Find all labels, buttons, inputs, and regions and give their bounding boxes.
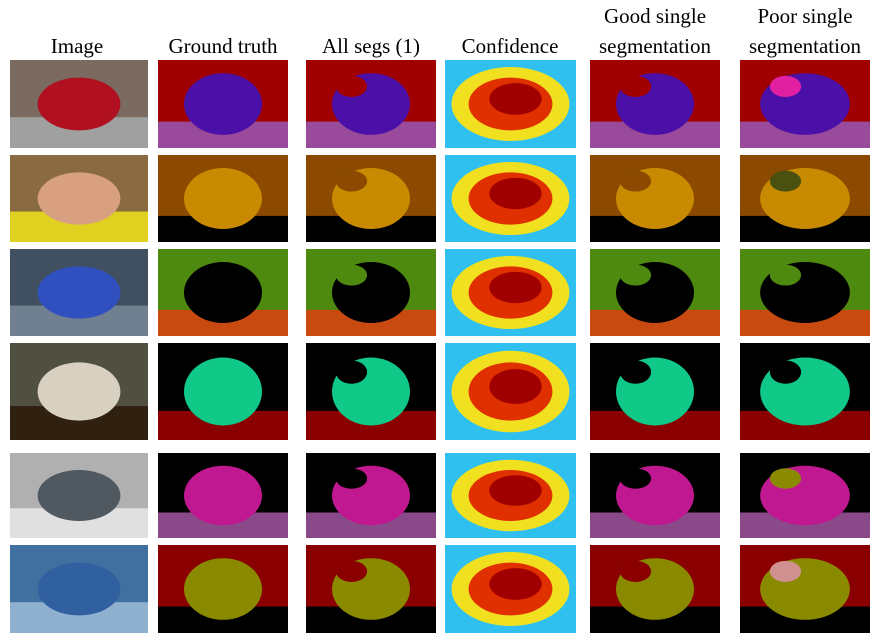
cell bbox=[158, 453, 288, 538]
segment-blob bbox=[184, 73, 262, 135]
cell bbox=[306, 343, 436, 440]
segment-part bbox=[336, 468, 367, 488]
cell bbox=[158, 343, 288, 440]
cell bbox=[10, 545, 148, 633]
cell bbox=[10, 60, 148, 148]
cell bbox=[10, 249, 148, 336]
cell bbox=[590, 60, 720, 148]
column-header: segmentation bbox=[749, 34, 861, 58]
confidence-top bbox=[489, 475, 541, 506]
column-header: Good single bbox=[604, 4, 706, 28]
cell bbox=[740, 453, 870, 538]
photo-subject bbox=[38, 470, 121, 521]
segment-part bbox=[620, 468, 651, 488]
cell bbox=[306, 60, 436, 148]
cell bbox=[590, 249, 720, 336]
cell bbox=[445, 155, 576, 242]
cell bbox=[740, 249, 870, 336]
segment-part bbox=[336, 171, 367, 192]
segment-blob bbox=[184, 466, 262, 526]
cell bbox=[740, 60, 870, 148]
cell bbox=[306, 249, 436, 336]
segment-part bbox=[620, 171, 651, 192]
segment-part bbox=[336, 360, 367, 383]
cell bbox=[306, 545, 436, 633]
column-header: Confidence bbox=[462, 34, 559, 58]
cell bbox=[590, 545, 720, 633]
segment-part bbox=[770, 561, 801, 582]
cell bbox=[445, 60, 576, 148]
photo-subject bbox=[38, 78, 121, 131]
confidence-top bbox=[489, 369, 541, 404]
segment-part bbox=[336, 265, 367, 286]
column-header: Ground truth bbox=[168, 34, 278, 58]
cell bbox=[590, 453, 720, 538]
photo-subject bbox=[38, 563, 121, 616]
segment-part bbox=[336, 561, 367, 582]
segment-part bbox=[770, 171, 801, 192]
segment-part bbox=[620, 76, 651, 97]
segment-blob bbox=[184, 558, 262, 620]
cell bbox=[740, 545, 870, 633]
segment-part bbox=[620, 561, 651, 582]
column-header: segmentation bbox=[599, 34, 711, 58]
cell bbox=[590, 155, 720, 242]
segment-part bbox=[336, 76, 367, 97]
cell bbox=[158, 249, 288, 336]
cell bbox=[445, 249, 576, 336]
cell bbox=[158, 155, 288, 242]
column-header: Poor single bbox=[757, 4, 852, 28]
segment-blob bbox=[184, 168, 262, 229]
segment-blob bbox=[184, 262, 262, 323]
photo-subject bbox=[38, 172, 121, 224]
confidence-top bbox=[489, 178, 541, 209]
column-header: All segs (1) bbox=[322, 34, 420, 58]
segment-part bbox=[770, 76, 801, 97]
cell bbox=[158, 545, 288, 633]
cell bbox=[10, 343, 148, 440]
cell bbox=[306, 155, 436, 242]
segment-part bbox=[620, 265, 651, 286]
column-header: Image bbox=[51, 34, 103, 58]
cell bbox=[445, 453, 576, 538]
cell bbox=[740, 343, 870, 440]
cell bbox=[445, 343, 576, 440]
segment-part bbox=[770, 360, 801, 383]
confidence-top bbox=[489, 272, 541, 303]
segment-part bbox=[770, 265, 801, 286]
figure: Image Ground truth All segs (1) Confidence G… bbox=[0, 0, 879, 643]
segment-blob bbox=[184, 358, 262, 426]
segment-part bbox=[620, 360, 651, 383]
cell bbox=[10, 155, 148, 242]
photo-subject bbox=[38, 362, 121, 420]
cell bbox=[740, 155, 870, 242]
cell bbox=[590, 343, 720, 440]
segment-part bbox=[770, 468, 801, 488]
cell bbox=[10, 453, 148, 538]
cell bbox=[158, 60, 288, 148]
confidence-top bbox=[489, 83, 541, 115]
photo-subject bbox=[38, 266, 121, 318]
confidence-top bbox=[489, 568, 541, 600]
cell bbox=[306, 453, 436, 538]
cell bbox=[445, 545, 576, 633]
